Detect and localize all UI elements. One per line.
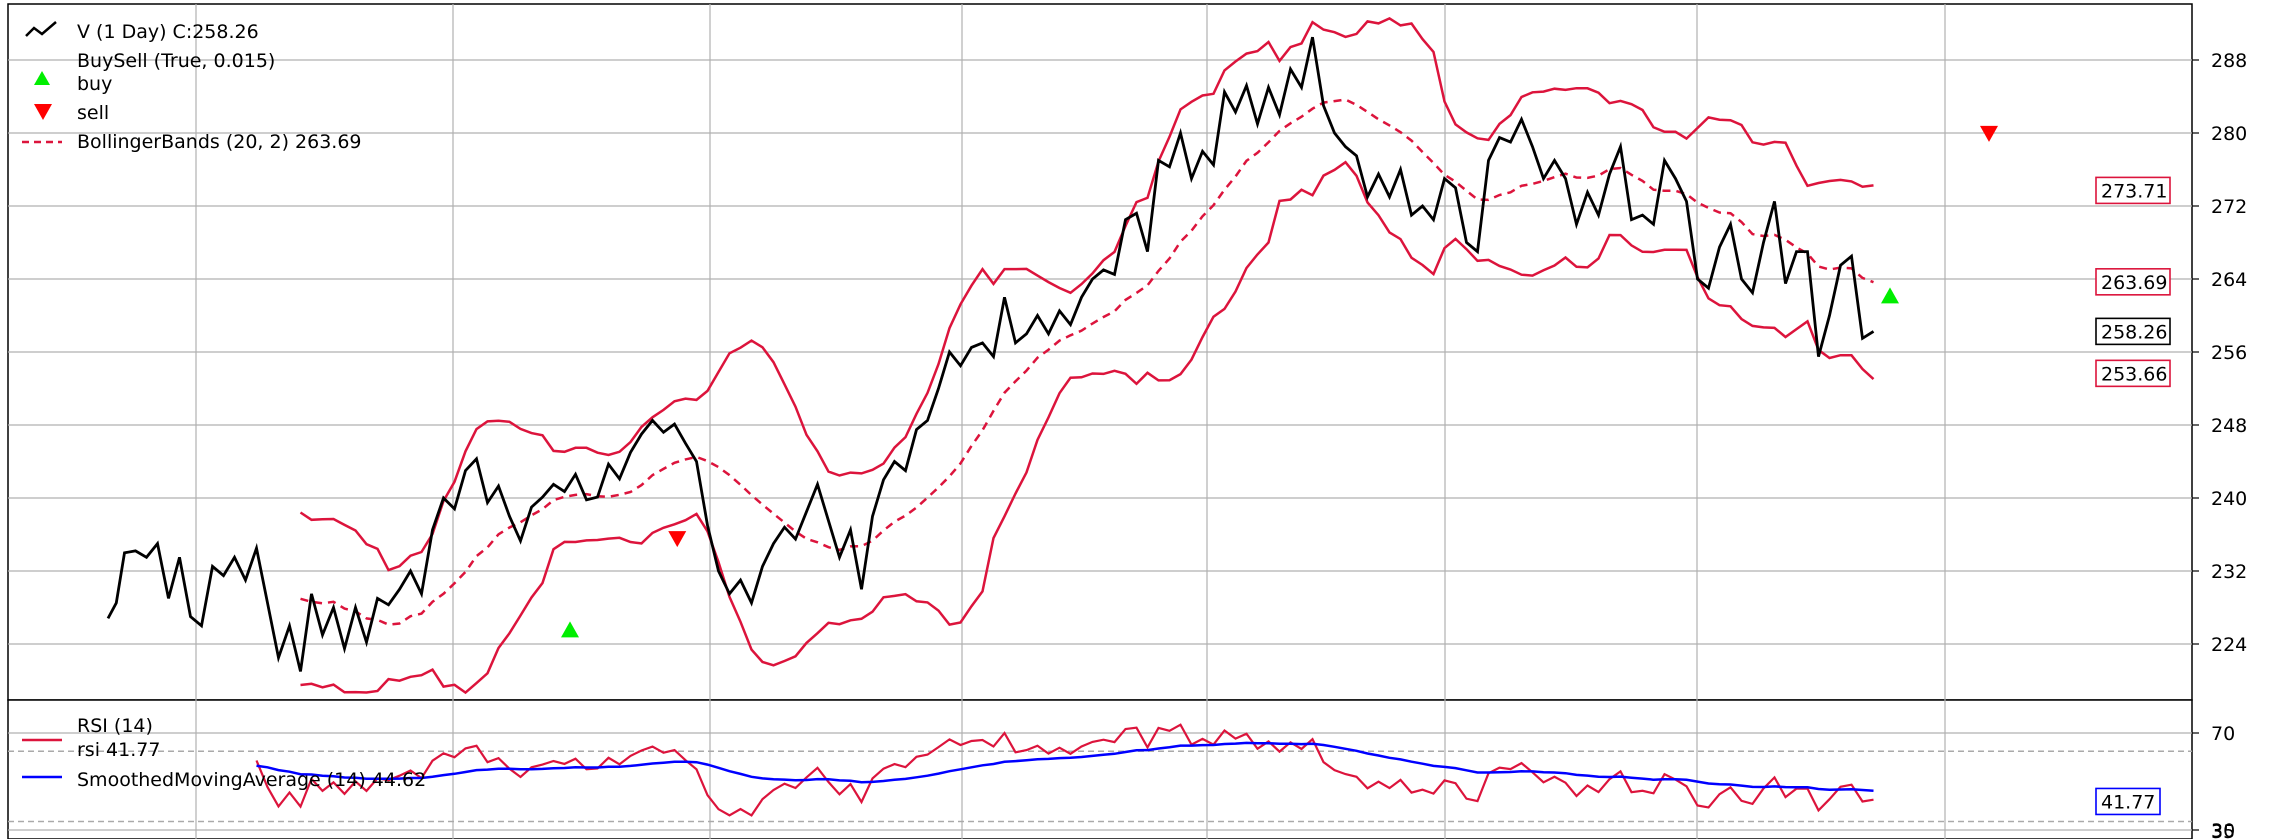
legend-bollinger-label: BollingerBands (20, 2) 263.69 [77,131,362,153]
price-grid [8,4,2192,700]
y-tick-label: 232 [2211,561,2247,583]
rsi-panel-frame [7,699,2193,839]
sell-marker [1980,125,1998,142]
bollinger-lower-line [300,160,1875,695]
buy-marker [561,621,579,638]
legend-line-icon [25,21,57,37]
last-value-box [2095,176,2171,205]
last-value-box [2095,359,2171,388]
y-tick-label: 248 [2211,415,2247,437]
last-value-text: 258.26 [2101,321,2167,343]
y-tick-label: 70 [2211,723,2235,745]
rsi-legend: RSI (14) rsi 41.77 SmoothedMovingAverage… [22,715,426,791]
price-line [106,36,1875,672]
bollinger-upper-line [299,16,1874,572]
last-value-text: 273.71 [2101,180,2167,202]
legend-rsi-value: rsi 41.77 [77,739,160,761]
legend-price-label: V (1 Day) C:258.26 [77,21,259,43]
y-tick-label: 240 [2211,488,2247,510]
legend-rsi-label: RSI (14) [77,715,153,737]
sell-triangle-icon [34,104,52,120]
legend-buy-label: buy [77,73,112,95]
y-tick-label: 30 [2211,820,2235,839]
y-tick-label: 272 [2211,196,2247,218]
price-y-ticks: 224 232 240 248 256 264 272 280 288 [2192,50,2247,656]
y-tick-label: 224 [2211,634,2247,656]
last-value-box [2095,787,2161,816]
sma-line [256,741,1874,792]
price-legend: V (1 Day) C:258.26 BuySell (True, 0.015)… [22,21,362,153]
y-tick-label: 280 [2211,123,2247,145]
buy-sell-markers [561,125,1998,638]
rsi-line [255,723,1874,817]
sell-marker [668,531,687,548]
rsi-series-group [255,723,1874,817]
last-value-box [2095,317,2171,346]
last-value-text: 253.66 [2101,363,2167,385]
y-tick-label: 256 [2211,342,2247,364]
price-series-group [106,16,1875,695]
rsi-y-ticks: 35 30 70 [2192,723,2235,839]
y-tick-label: 264 [2211,269,2247,291]
legend-sell-label: sell [77,102,109,124]
bollinger-mid-line [300,98,1874,626]
legend-buysell-label: BuySell (True, 0.015) [77,50,275,72]
buy-triangle-icon [34,71,50,85]
y-tick-label: 288 [2211,50,2247,72]
last-value-box [2095,268,2171,296]
last-value-labels: 273.71 263.69 258.26 253.66 41.77 [2095,176,2171,816]
last-value-text: 41.77 [2101,791,2155,813]
buy-marker [1881,287,1899,304]
legend-sma-label: SmoothedMovingAverage (14) 44.62 [77,769,426,791]
last-value-text: 263.69 [2101,272,2167,294]
rsi-y-tick-partial: 35 [2211,821,2235,839]
